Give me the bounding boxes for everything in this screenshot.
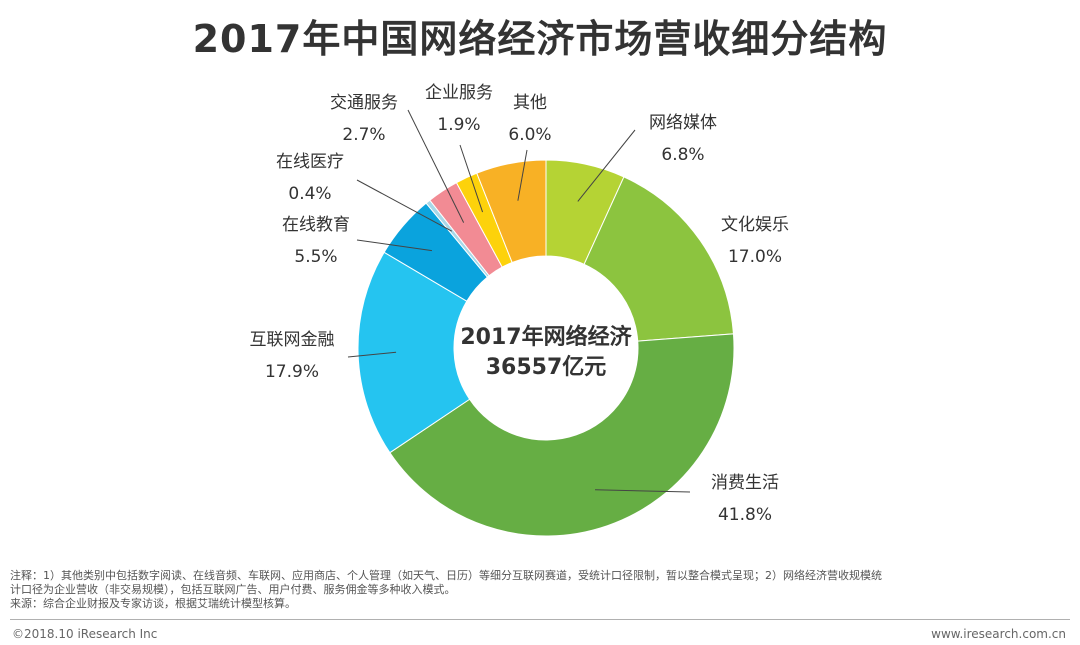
- slice-6-leader: [407, 109, 465, 223]
- slice-3: [357, 251, 471, 454]
- slice-3-value: 17.9%: [265, 362, 319, 382]
- slice-1: [583, 176, 735, 342]
- slice-2: [389, 333, 735, 537]
- website-link[interactable]: www.iresearch.com.cn: [931, 627, 1066, 641]
- slice-0-value: 6.8%: [661, 145, 704, 165]
- copyright: ©2018.10 iResearch Inc: [12, 627, 158, 641]
- slice-6-name: 交通服务: [330, 93, 398, 113]
- footer-divider: [10, 619, 1070, 620]
- slice-7-name: 企业服务: [425, 83, 493, 103]
- slice-3-name: 互联网金融: [250, 330, 335, 350]
- slice-7-value: 1.9%: [437, 115, 480, 135]
- slice-labels: 网络媒体 6.8% 文化娱乐 17.0% 消费生活 41.8% 互联网金融 17.9% 在线教育…: [250, 83, 790, 525]
- slice-3-leader: [347, 351, 397, 358]
- donut-chart: 网络媒体 6.8% 文化娱乐 17.0% 消费生活 41.8% 互联网金融 17.9% 在线教育…: [250, 83, 790, 537]
- slice-4-leader: [356, 239, 433, 252]
- slice-8: [476, 159, 547, 264]
- slice-5-value: 0.4%: [288, 184, 331, 204]
- notes: 注释：1）其他类别中包括数字阅读、在线音频、车联网、应用商店、个人管理（如天气、…: [10, 569, 1070, 611]
- chart-title: 2017年中国网络经济市场营收细分结构: [192, 17, 888, 61]
- slice-0-leader: [577, 129, 636, 202]
- slice-6-value: 2.7%: [342, 125, 385, 145]
- slice-0-name: 网络媒体: [649, 113, 717, 133]
- slice-8-leader: [517, 149, 528, 201]
- center-label-line2: 36557亿元: [486, 355, 607, 380]
- slice-7-leader: [459, 144, 484, 213]
- slice-1-name: 文化娱乐: [721, 215, 789, 235]
- slice-2-value: 41.8%: [718, 505, 772, 525]
- note-line-2: 计口径为企业营收（非交易规模），包括互联网广告、用户付费、服务佣金等多种收入模式…: [10, 583, 456, 596]
- slice-4-value: 5.5%: [294, 247, 337, 267]
- leader-lines: [347, 109, 691, 493]
- slice-5-leader: [356, 179, 453, 232]
- slice-2-name: 消费生活: [711, 473, 779, 493]
- slice-1-value: 17.0%: [728, 247, 782, 267]
- donut-slices: [357, 159, 735, 537]
- source-line: 来源：综合企业财报及专家访谈，根据艾瑞统计模型核算。: [10, 597, 296, 610]
- slice-4-name: 在线教育: [282, 215, 350, 235]
- note-line-1: 注释：1）其他类别中包括数字阅读、在线音频、车联网、应用商店、个人管理（如天气、…: [10, 569, 882, 582]
- slice-5-name: 在线医疗: [276, 152, 344, 172]
- slice-8-name: 其他: [513, 93, 547, 113]
- center-label-line1: 2017年网络经济: [460, 324, 632, 350]
- slice-2-leader: [595, 489, 691, 493]
- slice-8-value: 6.0%: [508, 125, 551, 145]
